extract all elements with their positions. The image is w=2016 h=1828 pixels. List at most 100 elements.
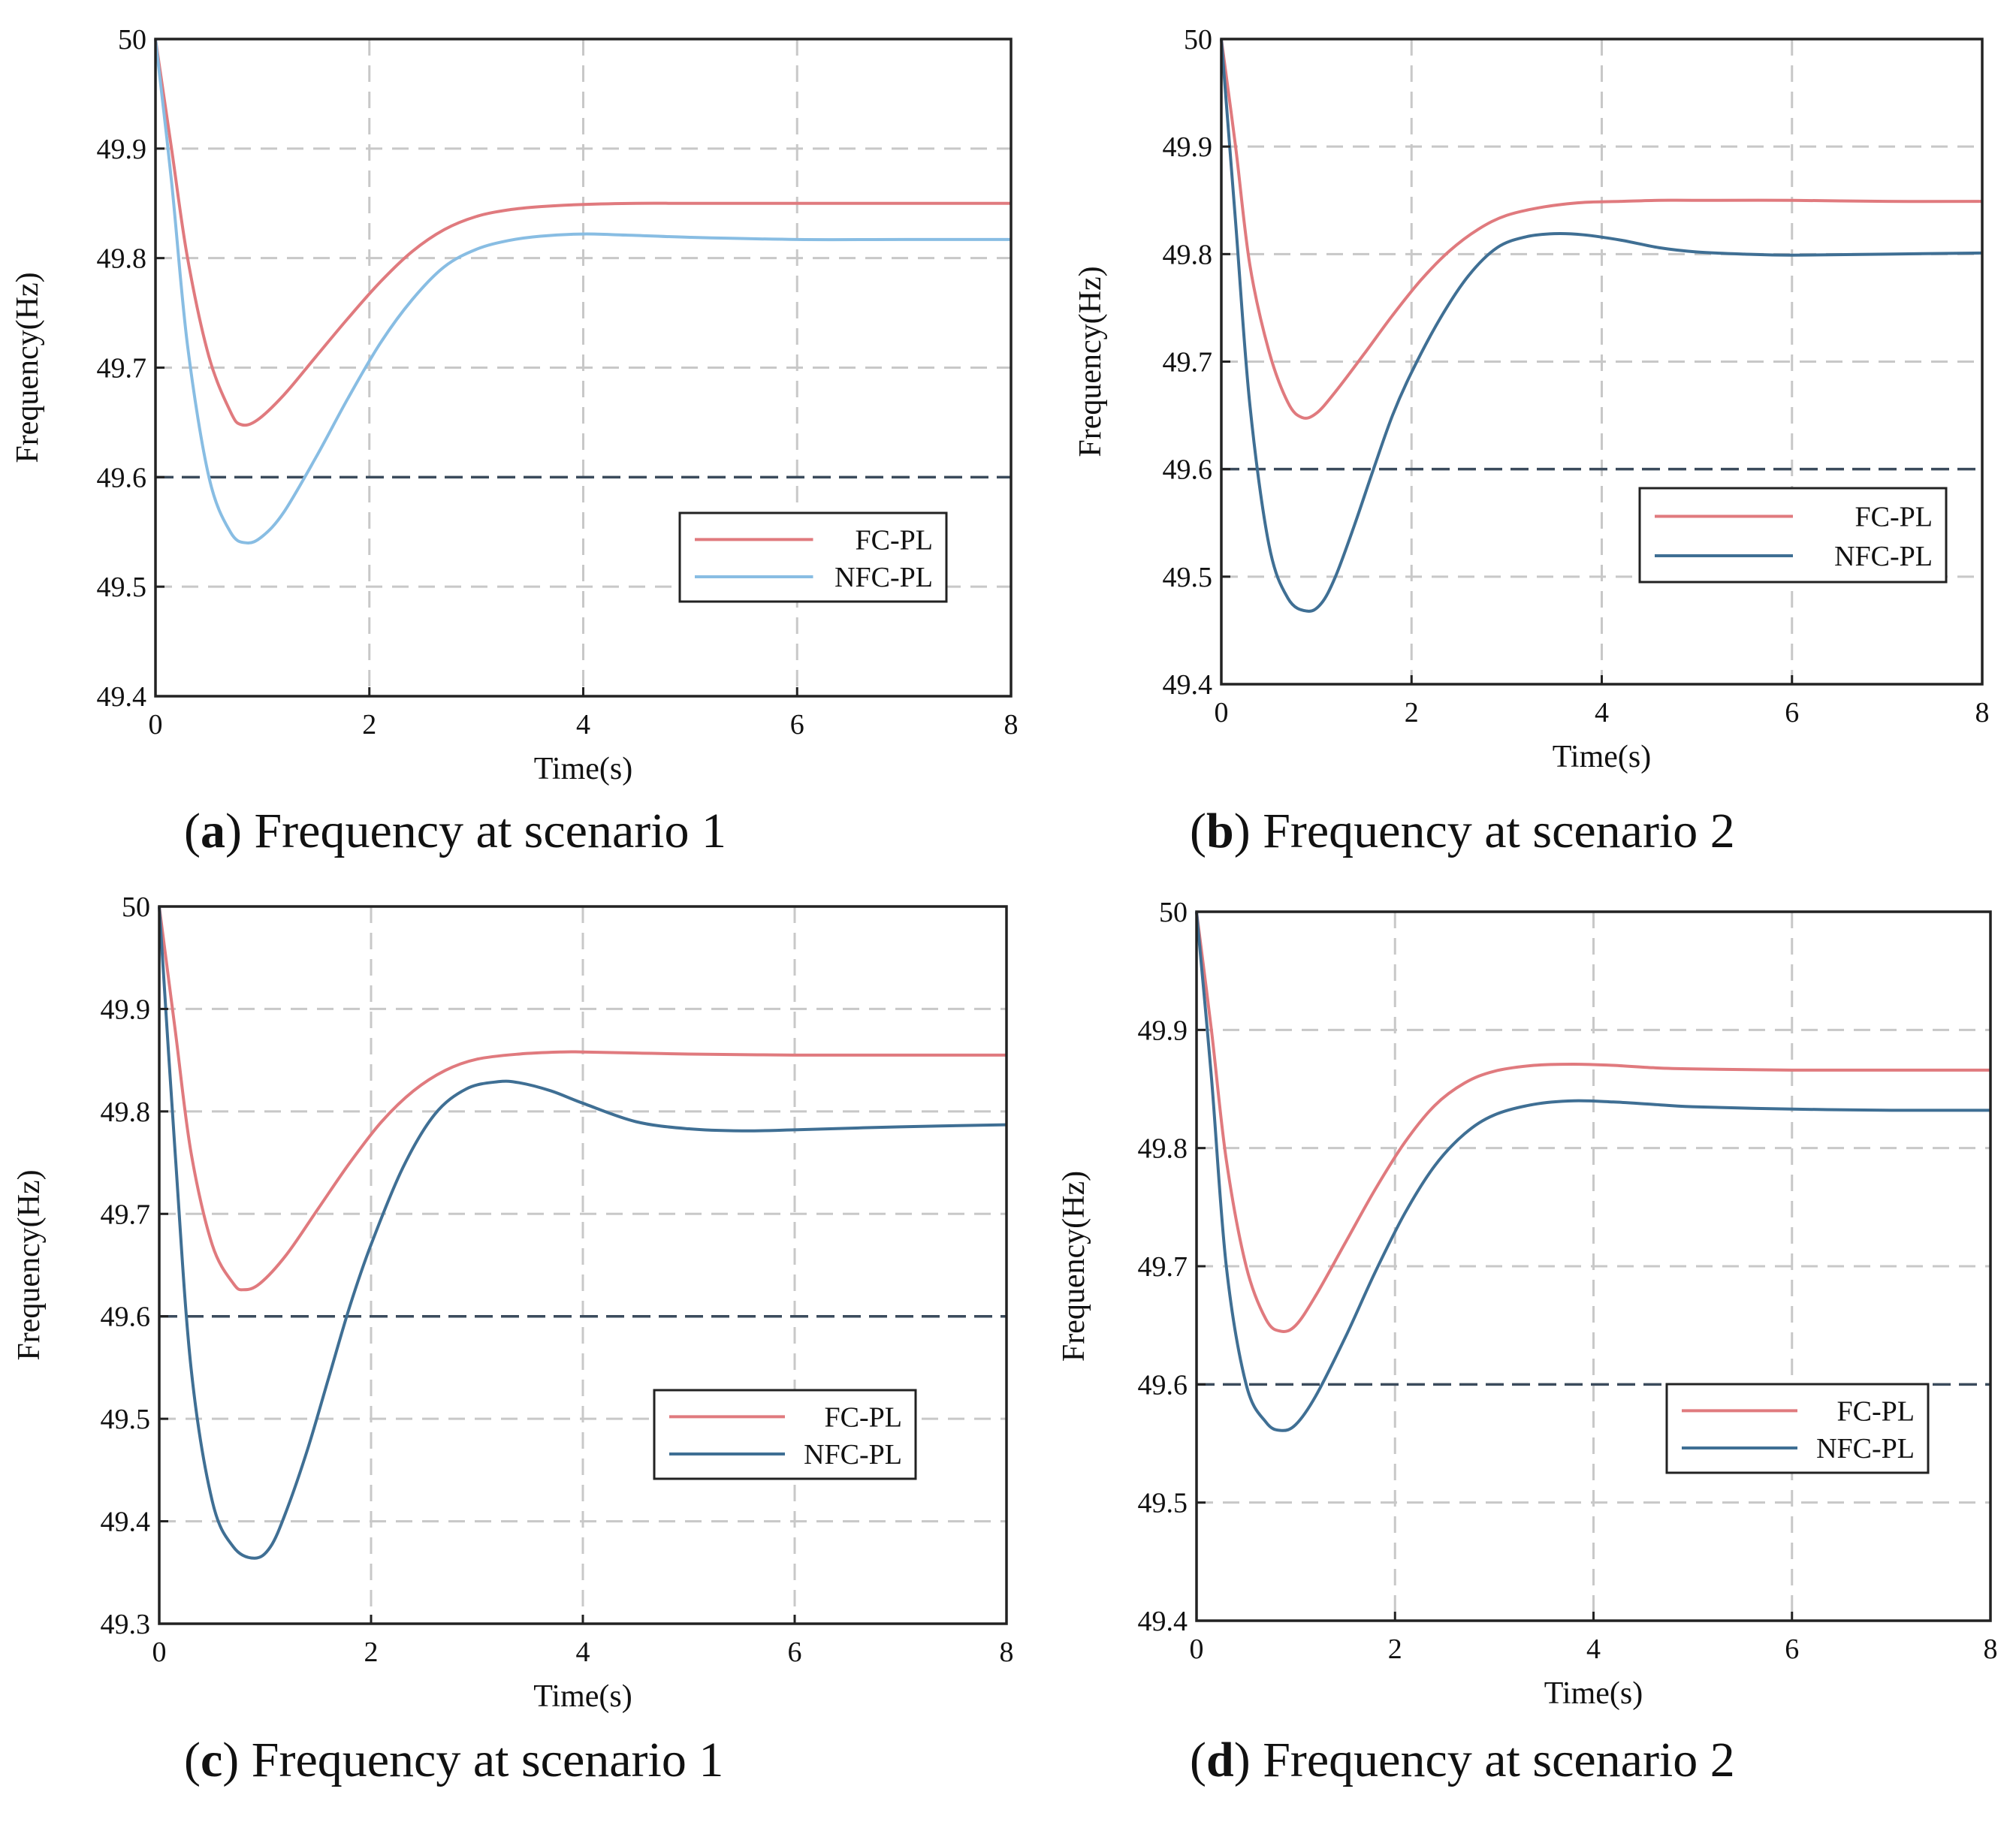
y-tick-label: 50	[122, 891, 150, 923]
chart-panel-b: 0 2 4 6 8 49.4 49.5 49.6 49.7 49.8 49.9 50 Time(s) Fr…	[1073, 24, 1990, 858]
series-line-nfc-pl	[158, 906, 1007, 1560]
caption-letter: a	[201, 804, 225, 858]
caption-paren-close: )	[1234, 1733, 1251, 1787]
y-tick-label: 49.8	[1138, 1133, 1188, 1165]
x-tick-label: 6	[1785, 1633, 1799, 1665]
x-axis-label: Time(s)	[534, 752, 632, 786]
x-tick-label: 8	[1984, 1633, 1998, 1665]
series-line-fc-pl	[1195, 911, 1990, 1333]
caption-paren-close: )	[225, 804, 242, 858]
legend-label-nfc-pl: NFC-PL	[804, 1439, 902, 1471]
x-axis-label: Time(s)	[533, 1679, 632, 1714]
x-tick-label: 4	[576, 1636, 590, 1668]
y-tick-label: 49.9	[101, 994, 151, 1025]
y-tick-label: 49.6	[97, 462, 147, 493]
y-axis-label: Frequency(Hz)	[11, 272, 45, 463]
series-line-nfc-pl	[154, 38, 1011, 545]
y-tick-label: 49.8	[101, 1096, 151, 1128]
x-tick-label: 0	[1215, 697, 1229, 728]
y-tick-label: 49.9	[1163, 131, 1213, 163]
y-tick-label: 49.4	[97, 681, 147, 713]
y-tick-label: 49.6	[1138, 1369, 1188, 1401]
panel-caption: (a) Frequency at scenario 1	[184, 804, 726, 858]
series-line-fc-pl	[1220, 38, 1983, 420]
caption-letter: d	[1206, 1733, 1234, 1787]
legend-label-fc-pl: FC-PL	[825, 1401, 902, 1433]
legend-box	[1638, 487, 1948, 584]
y-tick-label: 49.9	[1138, 1015, 1188, 1046]
caption-paren-open: (	[184, 1733, 201, 1787]
x-tick-label: 0	[152, 1636, 167, 1668]
y-tick-label: 49.7	[97, 353, 147, 385]
y-tick-label: 49.3	[101, 1609, 151, 1640]
x-tick-label: 8	[1004, 709, 1019, 741]
x-tick-label: 4	[1586, 1633, 1601, 1665]
caption-text: Frequency at scenario 1	[239, 1733, 723, 1787]
series-line-fc-pl	[154, 38, 1011, 427]
legend-label-fc-pl: FC-PL	[1837, 1395, 1915, 1427]
x-axis-label: Time(s)	[1544, 1676, 1643, 1711]
y-tick-label: 49.8	[97, 243, 147, 275]
caption-text: Frequency at scenario 2	[1251, 1733, 1735, 1787]
legend: FC-PL NFC-PL	[1638, 487, 1948, 584]
panel-caption: (b) Frequency at scenario 2	[1190, 804, 1735, 858]
caption-text: Frequency at scenario 2	[1251, 804, 1735, 858]
y-axis-label: Frequency(Hz)	[12, 1169, 47, 1360]
caption-letter: b	[1206, 804, 1234, 858]
x-tick-label: 4	[1595, 697, 1609, 728]
chart-panel-d: 0 2 4 6 8 49.4 49.5 49.6 49.7 49.8 49.9 50 Time(s) Fr…	[1057, 897, 1998, 1787]
y-tick-label: 49.4	[1163, 669, 1213, 701]
y-tick-label: 49.7	[1138, 1251, 1188, 1283]
x-tick-label: 2	[362, 709, 376, 741]
legend-box	[653, 1389, 917, 1480]
y-tick-label: 49.5	[1138, 1488, 1188, 1519]
chart-panel-a: 0 2 4 6 8 49.4 49.5 49.6 49.7 49.8 49.9 50 Time(s) Fr…	[11, 24, 1019, 858]
legend-label-nfc-pl: NFC-PL	[834, 562, 933, 593]
panel-caption: (c) Frequency at scenario 1	[184, 1733, 723, 1787]
x-tick-label: 6	[790, 709, 804, 741]
caption-paren-close: )	[1234, 804, 1251, 858]
y-tick-label: 49.6	[101, 1302, 151, 1333]
legend-label-nfc-pl: NFC-PL	[1834, 541, 1933, 572]
y-tick-label: 49.7	[1163, 347, 1213, 379]
y-tick-label: 49.9	[97, 134, 147, 165]
legend: FC-PL NFC-PL	[653, 1389, 917, 1480]
y-tick-label: 49.5	[97, 572, 147, 603]
x-tick-label: 2	[364, 1636, 379, 1668]
series-line-fc-pl	[158, 906, 1006, 1292]
caption-letter: c	[201, 1733, 222, 1787]
x-tick-label: 6	[1785, 697, 1799, 728]
y-tick-label: 50	[1159, 897, 1188, 928]
legend-box	[678, 511, 948, 603]
caption-paren-open: (	[1190, 1733, 1206, 1787]
y-axis-label: Frequency(Hz)	[1073, 266, 1108, 457]
legend-box	[1665, 1383, 1930, 1474]
legend-label-fc-pl: FC-PL	[856, 524, 933, 556]
legend: FC-PL NFC-PL	[678, 511, 948, 603]
legend-label-nfc-pl: NFC-PL	[1816, 1433, 1915, 1465]
y-tick-label: 50	[118, 24, 146, 56]
y-tick-label: 49.7	[101, 1199, 151, 1230]
x-tick-label: 4	[576, 709, 590, 741]
y-axis-label: Frequency(Hz)	[1057, 1171, 1091, 1362]
x-tick-label: 8	[1000, 1636, 1014, 1668]
caption-paren-open: (	[184, 804, 201, 858]
x-tick-label: 0	[149, 709, 163, 741]
legend: FC-PL NFC-PL	[1665, 1383, 1930, 1474]
y-tick-label: 49.5	[101, 1404, 151, 1435]
y-tick-label: 49.8	[1163, 239, 1213, 270]
legend-label-fc-pl: FC-PL	[1855, 502, 1933, 533]
x-tick-label: 0	[1190, 1633, 1204, 1665]
x-tick-label: 2	[1388, 1633, 1402, 1665]
caption-text: Frequency at scenario 1	[242, 804, 726, 858]
panel-caption: (d) Frequency at scenario 2	[1190, 1733, 1735, 1787]
y-tick-label: 49.5	[1163, 562, 1213, 593]
y-tick-label: 49.6	[1163, 454, 1213, 486]
y-tick-label: 49.4	[1138, 1606, 1188, 1637]
caption-paren-open: (	[1190, 804, 1206, 858]
caption-paren-close: )	[222, 1733, 239, 1787]
x-tick-label: 2	[1405, 697, 1419, 728]
y-tick-label: 49.4	[101, 1507, 151, 1538]
x-axis-label: Time(s)	[1553, 740, 1651, 774]
